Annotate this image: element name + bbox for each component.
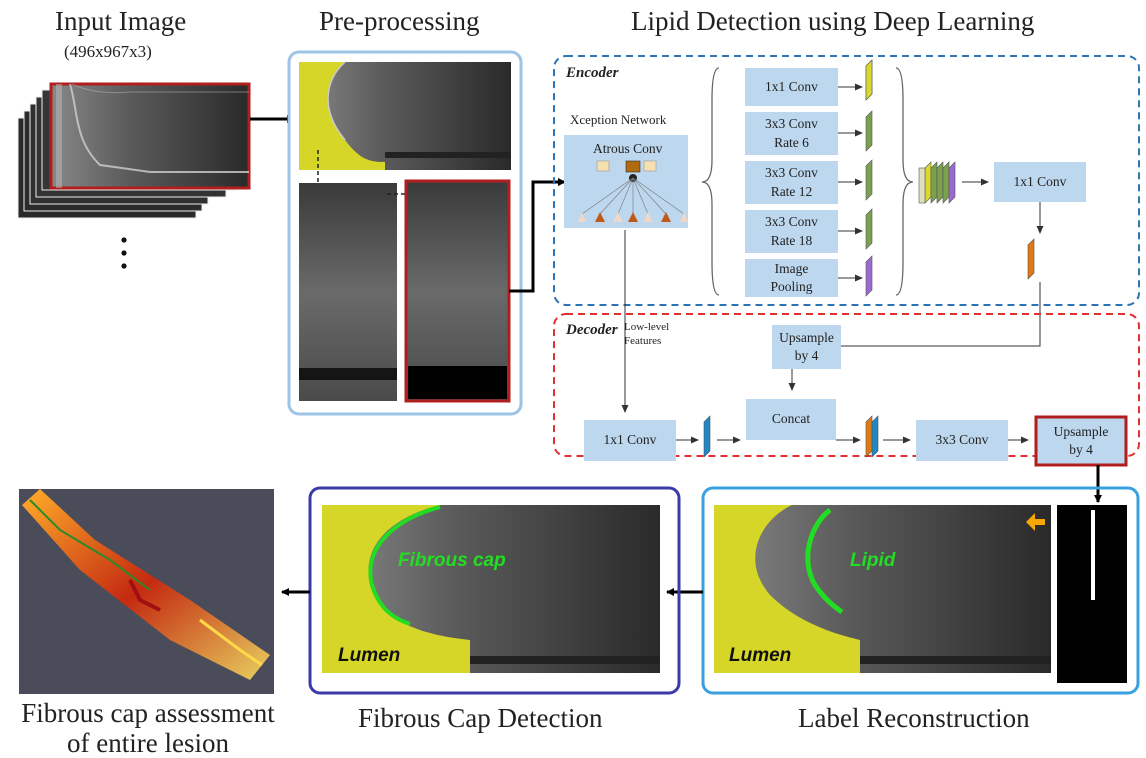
encoder-frame: [553, 55, 1140, 306]
arrow-preprocess-to-encoder: [509, 178, 566, 293]
orange-arrow-icon: [1026, 513, 1035, 531]
xception-label: Xception Network: [570, 112, 667, 127]
fibrous-oct-image: [322, 505, 660, 673]
concat-feature-stack: [918, 161, 956, 204]
reconstruction-oct-image: [714, 505, 1051, 673]
branch-image-pooling: Image Pooling: [770, 260, 813, 294]
caption-fibrous-cap-detection: Fibrous Cap Detection: [358, 703, 603, 733]
atrous-conv-block: [564, 135, 688, 228]
decoder-title: Decoder: [566, 322, 618, 338]
decoder-frame: [553, 313, 1140, 457]
encoder-title: Encoder: [566, 65, 619, 81]
atrous-conv-label: Atrous Conv: [593, 141, 663, 156]
ellipsis-dots: [121, 237, 127, 269]
header-preprocessing: Pre-processing: [319, 6, 480, 36]
branch-3x3-rate6: 3x3 Conv Rate 6: [765, 116, 818, 150]
low-level-features-label: Low-level Features: [624, 321, 670, 348]
decoder-concat: Concat: [771, 411, 811, 427]
header-input-image: Input Image: [55, 6, 187, 36]
lesion-3d-render: [19, 489, 274, 694]
branch-3x3-rate12: 3x3 Conv Rate 12: [765, 165, 818, 199]
lumen-label-left: Lumen: [338, 645, 401, 666]
branch-feature-maps: [865, 59, 873, 297]
branch-3x3-rate18: 3x3 Conv Rate 18: [765, 214, 818, 248]
decoder-3x3-conv: 3x3 Conv: [935, 432, 989, 448]
input-oct-frame: [49, 82, 251, 190]
preprocess-top-image: [299, 61, 511, 170]
caption-assessment: Fibrous cap assessment of entire lesion: [21, 698, 275, 758]
lipid-label: Lipid: [850, 550, 896, 571]
lumen-label-right: Lumen: [729, 645, 792, 666]
input-image-stack: [17, 82, 251, 219]
decoder-1x1-conv: 1x1 Conv: [603, 432, 657, 448]
decoder-upsample-mid: Upsample by 4: [779, 329, 834, 363]
fibrous-cap-label: Fibrous cap: [398, 550, 506, 571]
encoder-post-conv: 1x1 Conv: [1013, 173, 1067, 189]
atrous-conv-icon: [578, 160, 688, 222]
preprocess-flattened-image: [299, 183, 397, 401]
decoder-upsample-out: Upsample by 4: [1053, 423, 1109, 457]
caption-label-reconstruction: Label Reconstruction: [798, 703, 1030, 733]
preprocess-padded-image: [404, 179, 511, 403]
header-lipid-detection: Lipid Detection using Deep Learning: [631, 6, 1035, 36]
input-dimensions: (496x967x3): [64, 42, 152, 61]
branch-1x1-conv: 1x1 Conv: [765, 78, 818, 94]
